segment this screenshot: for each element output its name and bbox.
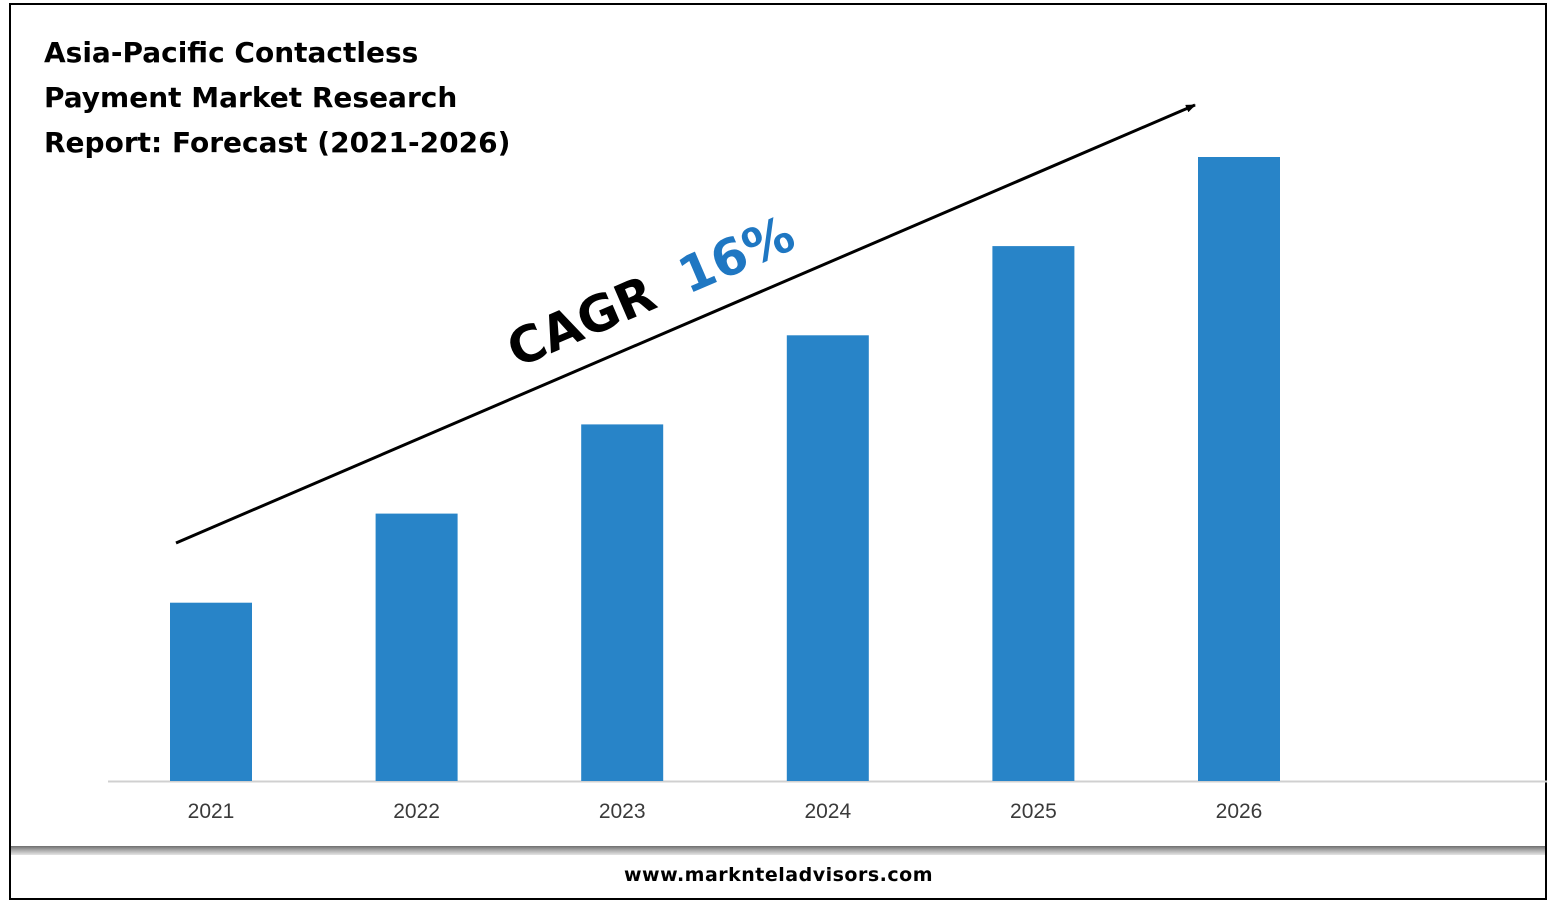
bar-2023 xyxy=(581,424,664,781)
title-line-1: Asia-Pacific Contactless xyxy=(44,36,419,69)
cagr-value: 16% xyxy=(670,205,803,306)
trend-arrow xyxy=(175,103,1196,545)
x-axis-tick-labels: 2021 2022 2023 2024 2025 2026 xyxy=(188,800,1263,823)
bar-2021 xyxy=(170,602,252,781)
x-tick-2022: 2022 xyxy=(393,800,440,823)
chart-frame xyxy=(9,3,1547,900)
footer-divider xyxy=(11,846,1545,855)
bar-2024 xyxy=(786,335,869,781)
title-line-2: Payment Market Research xyxy=(44,81,458,114)
x-tick-2021: 2021 xyxy=(188,800,235,823)
cagr-label: CAGR xyxy=(499,264,664,379)
x-tick-2025: 2025 xyxy=(1010,800,1057,823)
x-tick-2026: 2026 xyxy=(1216,800,1263,823)
x-tick-2024: 2024 xyxy=(804,800,851,823)
bar-2022 xyxy=(375,513,458,781)
bar-series xyxy=(170,157,1280,782)
bar-2025 xyxy=(992,246,1075,782)
x-tick-2023: 2023 xyxy=(599,800,646,823)
footer-website: www.marknteladvisors.com xyxy=(624,864,933,886)
bar-2026 xyxy=(1198,157,1280,781)
chart-title: Asia-Pacific Contactless Payment Market … xyxy=(44,30,564,165)
title-line-3: Report: Forecast (2021-2026) xyxy=(44,126,511,159)
